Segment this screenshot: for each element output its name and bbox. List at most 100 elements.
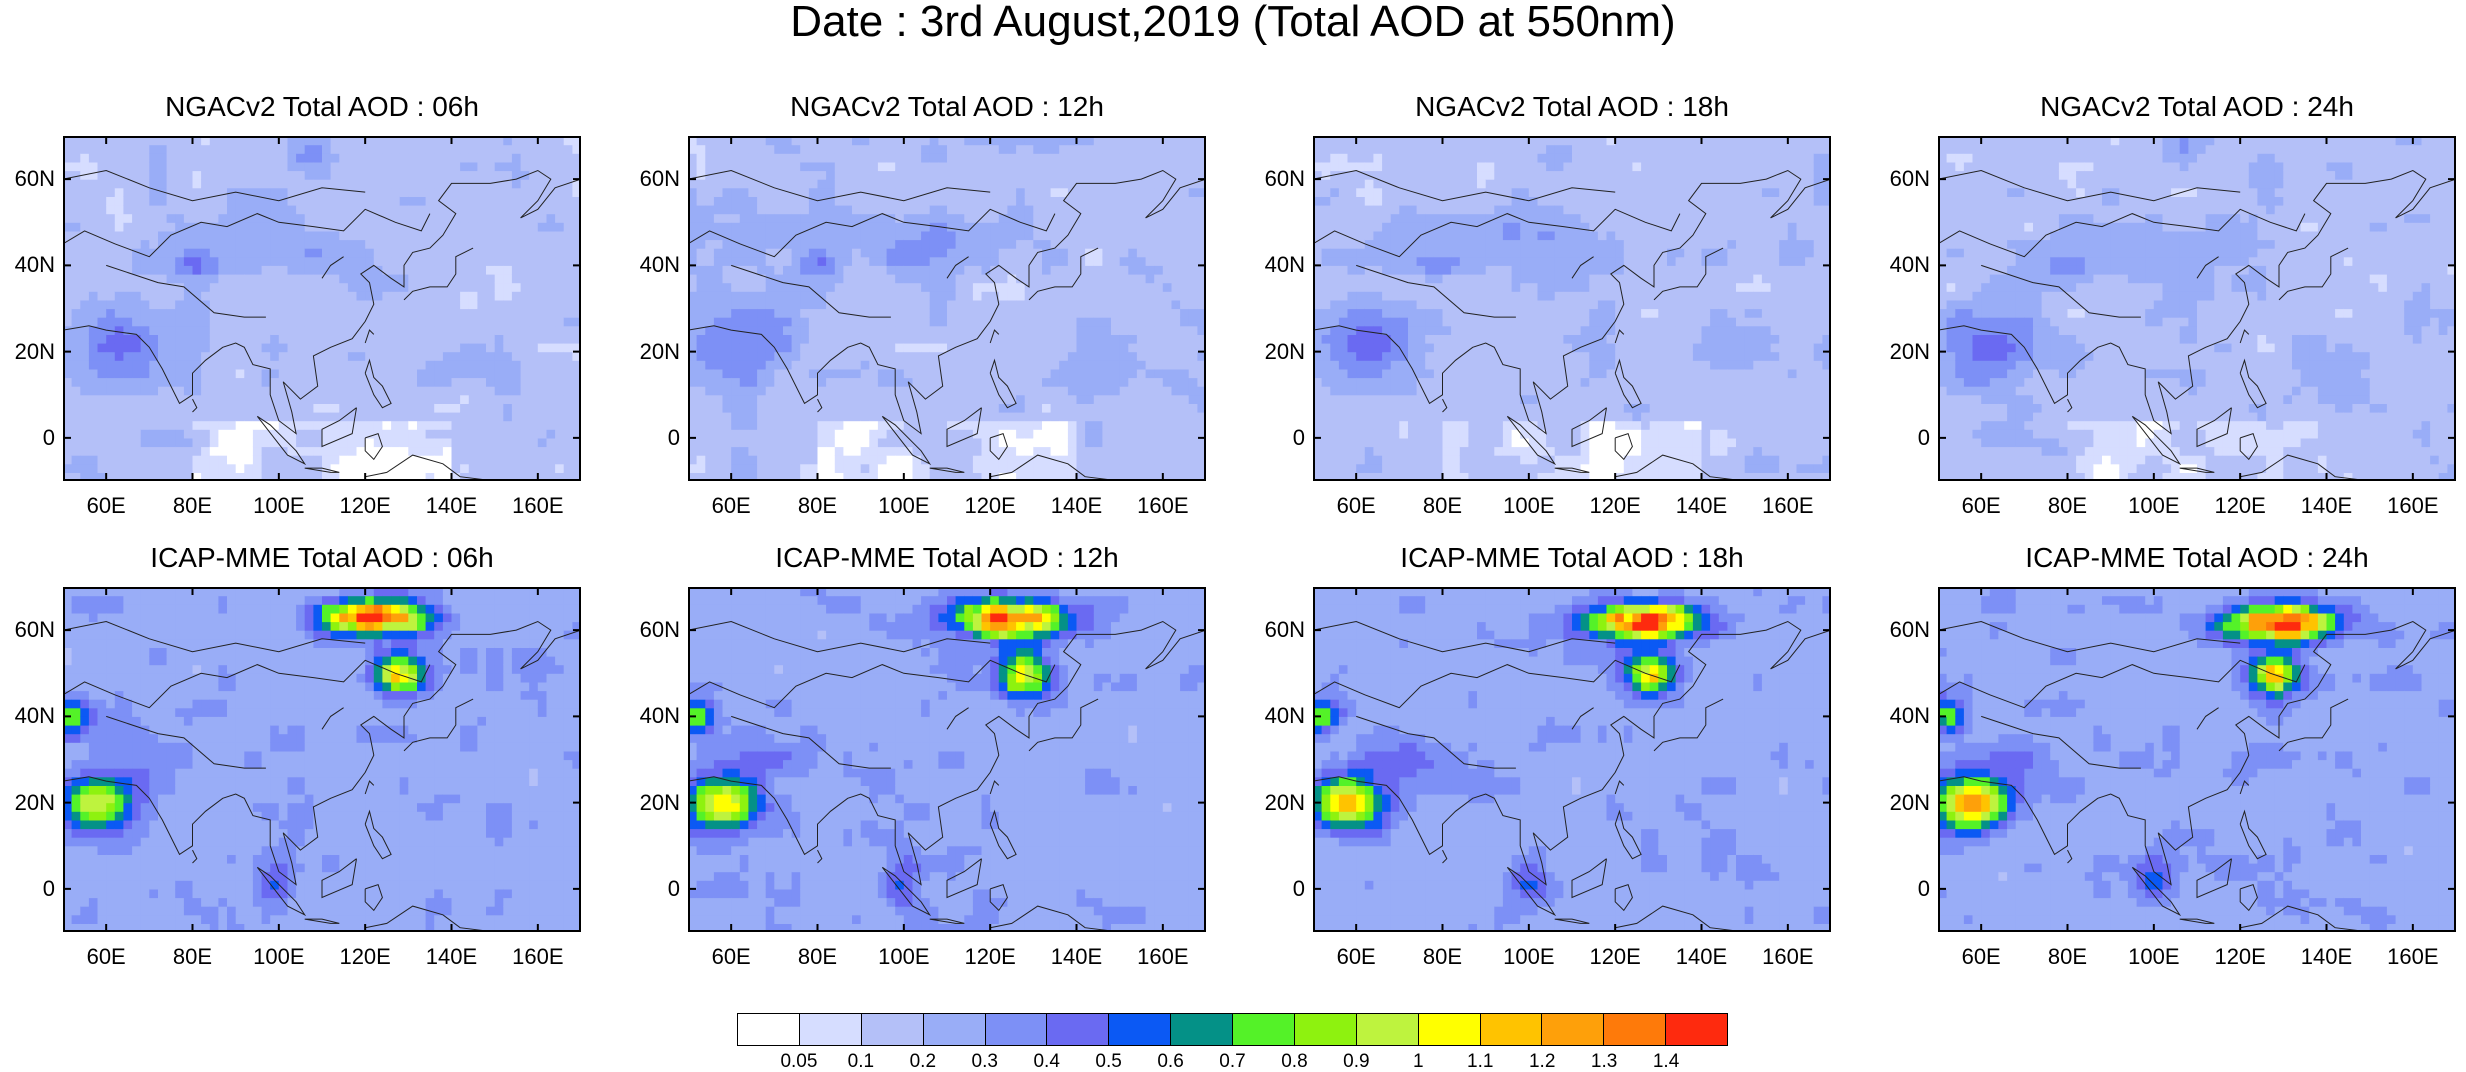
lon-tick-label: 60E <box>1946 946 2016 968</box>
lon-tick-label: 160E <box>1128 495 1198 517</box>
lon-tick-label: 60E <box>1321 495 1391 517</box>
lon-tick-label: 100E <box>2119 495 2189 517</box>
lat-tick-label: 60N <box>1245 619 1305 641</box>
colorbar-label: 0.9 <box>1331 1052 1381 1072</box>
lon-tick-label: 60E <box>1946 495 2016 517</box>
lat-tick-label: 40N <box>1870 705 1930 727</box>
colorbar-label: 1.1 <box>1455 1052 1505 1072</box>
colorbar-swatch <box>862 1014 924 1045</box>
lat-tick-label: 60N <box>620 619 680 641</box>
lon-tick-label: 80E <box>783 495 853 517</box>
panel-title: ICAP-MME Total AOD : 24h <box>1938 541 2456 575</box>
aod-map-icap-2 <box>688 587 1206 932</box>
lat-tick-label: 0 <box>620 427 680 449</box>
aod-map-ngac-1 <box>63 136 581 481</box>
lon-tick-label: 60E <box>696 946 766 968</box>
lon-tick-label: 140E <box>1667 946 1737 968</box>
lat-tick-label: 40N <box>0 254 55 276</box>
lon-tick-label: 160E <box>1753 946 1823 968</box>
colorbar-swatch <box>1295 1014 1357 1045</box>
lon-tick-label: 120E <box>1580 946 1650 968</box>
aod-map-ngac-3 <box>1313 136 1831 481</box>
lat-tick-label: 0 <box>1870 427 1930 449</box>
lon-tick-label: 120E <box>2205 495 2275 517</box>
colorbar-label: 0.5 <box>1084 1052 1134 1072</box>
lon-tick-label: 60E <box>71 946 141 968</box>
lon-tick-label: 140E <box>2292 946 2362 968</box>
colorbar-swatch <box>1171 1014 1233 1045</box>
colorbar-swatch <box>986 1014 1048 1045</box>
lat-tick-label: 40N <box>1245 705 1305 727</box>
lat-tick-label: 60N <box>1245 168 1305 190</box>
colorbar-swatch <box>738 1014 800 1045</box>
panel-title: NGACv2 Total AOD : 18h <box>1313 90 1831 124</box>
colorbar-swatch <box>1542 1014 1604 1045</box>
colorbar-swatch <box>1604 1014 1666 1045</box>
lon-tick-label: 120E <box>2205 946 2275 968</box>
lat-tick-label: 0 <box>1245 427 1305 449</box>
colorbar-label: 0.2 <box>898 1052 948 1072</box>
panel-title: ICAP-MME Total AOD : 12h <box>688 541 1206 575</box>
colorbar-label: 1.4 <box>1641 1052 1691 1072</box>
lat-tick-label: 60N <box>620 168 680 190</box>
colorbar-label: 0.05 <box>774 1052 824 1072</box>
lon-tick-label: 140E <box>1667 495 1737 517</box>
panel-title: NGACv2 Total AOD : 12h <box>688 90 1206 124</box>
lat-tick-label: 20N <box>1870 792 1930 814</box>
colorbar-swatch <box>1481 1014 1543 1045</box>
lon-tick-label: 160E <box>503 946 573 968</box>
lon-tick-label: 80E <box>2033 495 2103 517</box>
lon-tick-label: 160E <box>2378 495 2448 517</box>
aod-map-icap-3 <box>1313 587 1831 932</box>
lon-tick-label: 100E <box>869 946 939 968</box>
lon-tick-label: 140E <box>417 495 487 517</box>
panel-title: NGACv2 Total AOD : 24h <box>1938 90 2456 124</box>
colorbar-label: 0.3 <box>960 1052 1010 1072</box>
lon-tick-label: 120E <box>1580 495 1650 517</box>
lon-tick-label: 60E <box>71 495 141 517</box>
colorbar-swatch <box>924 1014 986 1045</box>
colorbar-label: 0.1 <box>836 1052 886 1072</box>
lat-tick-label: 20N <box>0 792 55 814</box>
lat-tick-label: 40N <box>620 254 680 276</box>
lat-tick-label: 0 <box>620 878 680 900</box>
lon-tick-label: 100E <box>1494 946 1564 968</box>
colorbar-label: 0.7 <box>1208 1052 1258 1072</box>
lat-tick-label: 20N <box>1870 341 1930 363</box>
panel-title: NGACv2 Total AOD : 06h <box>63 90 581 124</box>
lon-tick-label: 100E <box>869 495 939 517</box>
lon-tick-label: 160E <box>2378 946 2448 968</box>
aod-map-icap-1 <box>63 587 581 932</box>
lon-tick-label: 100E <box>2119 946 2189 968</box>
lon-tick-label: 160E <box>1753 495 1823 517</box>
lat-tick-label: 0 <box>1245 878 1305 900</box>
lon-tick-label: 80E <box>1408 495 1478 517</box>
aod-map-icap-4 <box>1938 587 2456 932</box>
colorbar-label: 0.6 <box>1146 1052 1196 1072</box>
lon-tick-label: 140E <box>2292 495 2362 517</box>
lon-tick-label: 60E <box>1321 946 1391 968</box>
lon-tick-label: 120E <box>330 946 400 968</box>
lon-tick-label: 120E <box>955 946 1025 968</box>
lat-tick-label: 20N <box>1245 792 1305 814</box>
lon-tick-label: 100E <box>1494 495 1564 517</box>
colorbar-swatch <box>1419 1014 1481 1045</box>
colorbar-label: 1.3 <box>1579 1052 1629 1072</box>
lat-tick-label: 0 <box>1870 878 1930 900</box>
lon-tick-label: 100E <box>244 946 314 968</box>
lat-tick-label: 0 <box>0 878 55 900</box>
lat-tick-label: 60N <box>1870 619 1930 641</box>
lon-tick-label: 160E <box>1128 946 1198 968</box>
lon-tick-label: 100E <box>244 495 314 517</box>
lat-tick-label: 60N <box>0 168 55 190</box>
figure-title: Date : 3rd August,2019 (Total AOD at 550… <box>0 0 2466 44</box>
lat-tick-label: 40N <box>620 705 680 727</box>
lat-tick-label: 60N <box>0 619 55 641</box>
lon-tick-label: 80E <box>158 495 228 517</box>
lon-tick-label: 80E <box>783 946 853 968</box>
lon-tick-label: 120E <box>330 495 400 517</box>
lat-tick-label: 40N <box>0 705 55 727</box>
panel-title: ICAP-MME Total AOD : 06h <box>63 541 581 575</box>
colorbar-label: 1 <box>1393 1052 1443 1072</box>
aod-map-ngac-4 <box>1938 136 2456 481</box>
